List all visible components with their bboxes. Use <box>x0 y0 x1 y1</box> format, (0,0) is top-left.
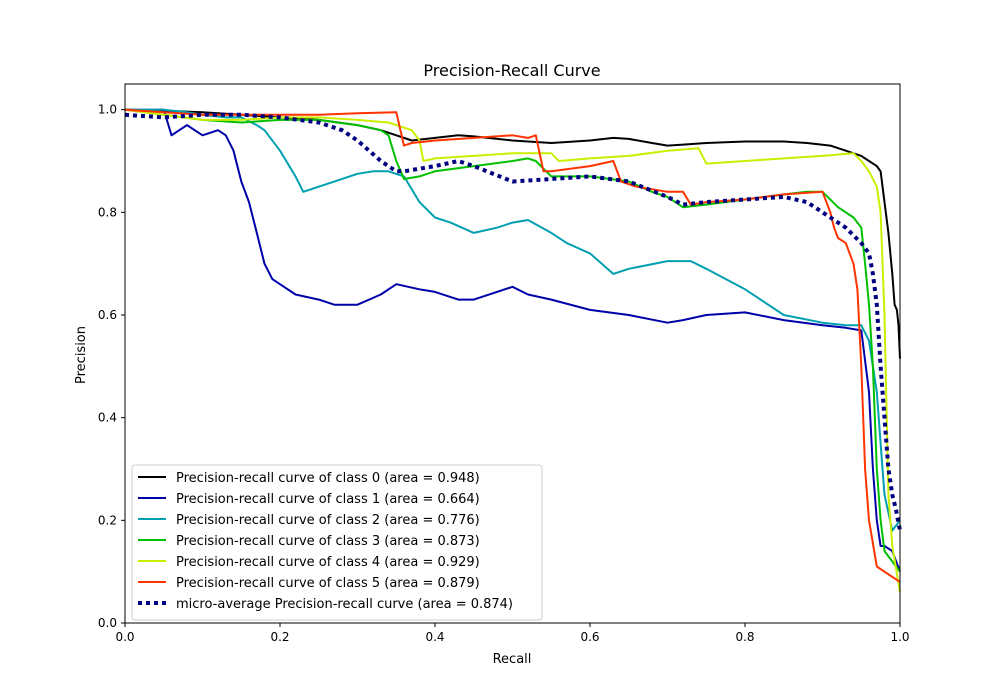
series-line-2 <box>125 108 901 532</box>
x-tick-label-0: 0.0 <box>115 630 134 644</box>
x-tick-label-5: 1.0 <box>890 630 909 644</box>
y-tick-label-5: 1.0 <box>98 103 117 117</box>
x-tick-label-1: 0.2 <box>270 630 289 644</box>
series-line-5 <box>124 108 901 583</box>
x-axis: 0.0 0.2 0.4 0.6 0.8 1.0 <box>115 623 910 644</box>
x-axis-label: Recall <box>493 652 532 667</box>
y-tick-label-4: 0.8 <box>98 205 117 219</box>
x-tick-label-4: 0.8 <box>735 630 754 644</box>
legend-entry-3: Precision-recall curve of class 3 (area … <box>176 534 480 549</box>
legend-entry-0: Precision-recall curve of class 0 (area … <box>176 471 480 486</box>
legend-entry-6: micro-average Precision-recall curve (ar… <box>176 597 513 612</box>
y-axis: 0.0 0.2 0.4 0.6 0.8 1.0 <box>98 103 125 630</box>
y-tick-label-0: 0.0 <box>98 616 117 630</box>
legend: Precision-recall curve of class 0 (area … <box>131 464 543 621</box>
legend-entry-1: Precision-recall curve of class 1 (area … <box>176 492 480 507</box>
legend-entry-2: Precision-recall curve of class 2 (area … <box>176 513 480 528</box>
series-line-4 <box>124 108 901 593</box>
y-tick-label-3: 0.6 <box>98 308 117 322</box>
legend-entry-4: Precision-recall curve of class 4 (area … <box>176 555 480 570</box>
legend-box <box>131 464 543 621</box>
series-line-6 <box>124 112 902 531</box>
x-tick-label-3: 0.6 <box>580 630 599 644</box>
y-tick-label-2: 0.4 <box>98 411 117 425</box>
y-tick-label-1: 0.2 <box>98 513 117 527</box>
plot-frame <box>124 83 901 624</box>
legend-entry-5: Precision-recall curve of class 5 (area … <box>176 576 480 591</box>
y-axis-label: Precision <box>74 326 89 384</box>
chart-title: Precision-Recall Curve <box>423 61 600 80</box>
x-tick-label-2: 0.4 <box>425 630 444 644</box>
